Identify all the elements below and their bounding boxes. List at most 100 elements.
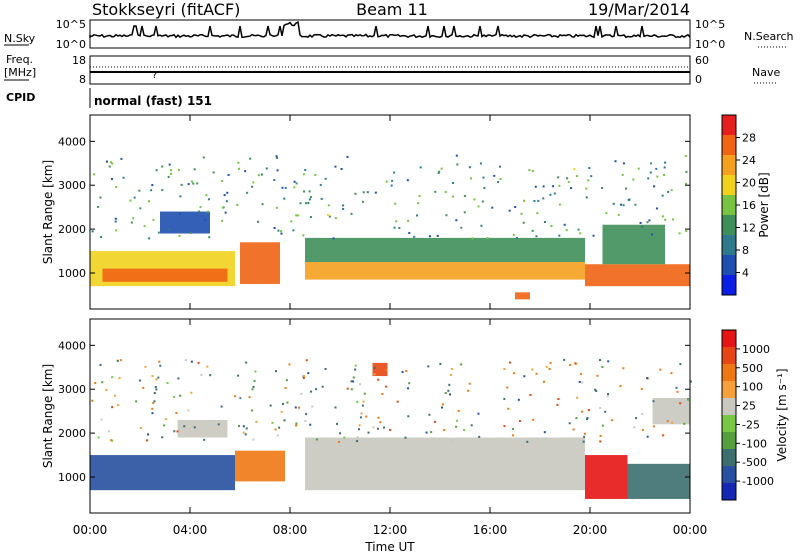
- colorbar-swatch: [722, 466, 736, 483]
- scatter-point: [553, 192, 556, 195]
- scatter-point: [110, 439, 113, 442]
- scatter-point: [157, 231, 160, 234]
- scatter-point: [129, 199, 132, 202]
- scatter-point: [277, 229, 280, 232]
- scatter-point: [161, 436, 164, 439]
- scatter-point: [689, 380, 692, 383]
- scatter-point: [590, 175, 593, 178]
- scatter-point: [300, 392, 303, 395]
- scatter-point: [274, 370, 277, 373]
- scatter-point: [679, 363, 682, 366]
- scatter-point: [225, 200, 228, 203]
- scatter-point: [581, 410, 584, 413]
- scatter-point: [595, 389, 598, 392]
- scatter-point: [320, 197, 323, 200]
- scatter-point: [625, 187, 627, 190]
- data-region: [235, 450, 285, 482]
- scatter-point: [227, 173, 230, 176]
- scatter-point: [173, 395, 176, 398]
- scatter-point: [245, 361, 248, 364]
- scatter-point: [236, 203, 239, 206]
- scatter-point: [455, 154, 458, 157]
- scatter-point: [356, 401, 359, 404]
- scatter-point: [143, 225, 146, 228]
- scatter-point: [406, 179, 409, 182]
- scatter-point: [237, 374, 240, 377]
- scatter-point: [413, 235, 416, 238]
- scatter-point: [621, 173, 624, 176]
- scatter-point: [261, 203, 264, 206]
- scatter-point: [151, 184, 154, 187]
- colorbar-swatch: [722, 175, 736, 195]
- scatter-point: [122, 176, 125, 179]
- scatter-point: [190, 360, 193, 363]
- x-tick-label: 08:00: [273, 523, 308, 537]
- scatter-point: [280, 410, 283, 413]
- scatter-point: [572, 428, 575, 431]
- scatter-point: [357, 428, 360, 431]
- y-tick-label: 1000: [58, 267, 86, 280]
- nsky-tick-low: 10^0: [56, 38, 86, 51]
- scatter-point: [217, 423, 220, 426]
- scatter-point: [566, 177, 569, 180]
- scatter-point: [515, 236, 518, 239]
- scatter-point: [288, 363, 291, 366]
- scatter-point: [295, 214, 298, 217]
- scatter-point: [395, 220, 398, 223]
- scatter-point: [234, 395, 237, 398]
- scatter-point: [434, 420, 437, 423]
- scatter-point: [360, 412, 363, 415]
- scatter-point: [324, 367, 327, 370]
- scatter-point: [457, 409, 460, 412]
- scatter-point: [639, 222, 642, 225]
- scatter-point: [315, 438, 318, 441]
- scatter-point: [293, 186, 296, 189]
- scatter-point: [450, 439, 453, 442]
- scatter-point: [473, 198, 476, 201]
- scatter-point: [641, 225, 644, 228]
- scatter-point: [244, 170, 247, 173]
- colorbar-tick-label: -100: [742, 437, 767, 450]
- scatter-point: [430, 431, 433, 434]
- colorbar-tick-label: 12: [742, 222, 756, 235]
- scatter-point: [416, 214, 419, 217]
- scatter-point: [314, 173, 317, 176]
- scatter-point: [302, 234, 305, 237]
- scatter-point: [662, 434, 665, 437]
- scatter-point: [257, 174, 260, 177]
- scatter-point: [238, 396, 241, 399]
- scatter-point: [337, 441, 340, 444]
- scatter-point: [601, 365, 604, 368]
- scatter-point: [614, 160, 617, 163]
- scatter-point: [326, 213, 329, 216]
- scatter-point: [558, 184, 561, 187]
- scatter-point: [151, 375, 154, 378]
- scatter-point: [151, 412, 154, 415]
- scatter-point: [656, 175, 659, 178]
- scatter-point: [116, 404, 119, 407]
- x-tick-label: 20:00: [573, 523, 608, 537]
- scatter-point: [290, 220, 293, 223]
- scatter-point: [449, 393, 452, 396]
- scatter-point: [672, 218, 675, 221]
- colorbar-swatch: [722, 155, 736, 175]
- scatter-point: [138, 379, 141, 382]
- scatter-point: [607, 393, 610, 396]
- scatter-point: [177, 377, 180, 380]
- scatter-point: [295, 422, 298, 425]
- scatter-point: [152, 401, 155, 404]
- scatter-point: [155, 388, 158, 391]
- scatter-point: [308, 198, 311, 201]
- scatter-point: [570, 187, 573, 190]
- scatter-point: [646, 435, 649, 438]
- scatter-point: [558, 203, 561, 206]
- scatter-point: [133, 196, 136, 199]
- scatter-point: [685, 229, 688, 232]
- scatter-point: [599, 406, 602, 409]
- scatter-point: [675, 386, 678, 389]
- scatter-point: [451, 181, 454, 184]
- scatter-point: [319, 183, 322, 186]
- colorbar-tick-label: 4: [742, 267, 749, 280]
- nsky-tick-high: 10^5: [56, 18, 86, 31]
- scatter-point: [179, 394, 182, 397]
